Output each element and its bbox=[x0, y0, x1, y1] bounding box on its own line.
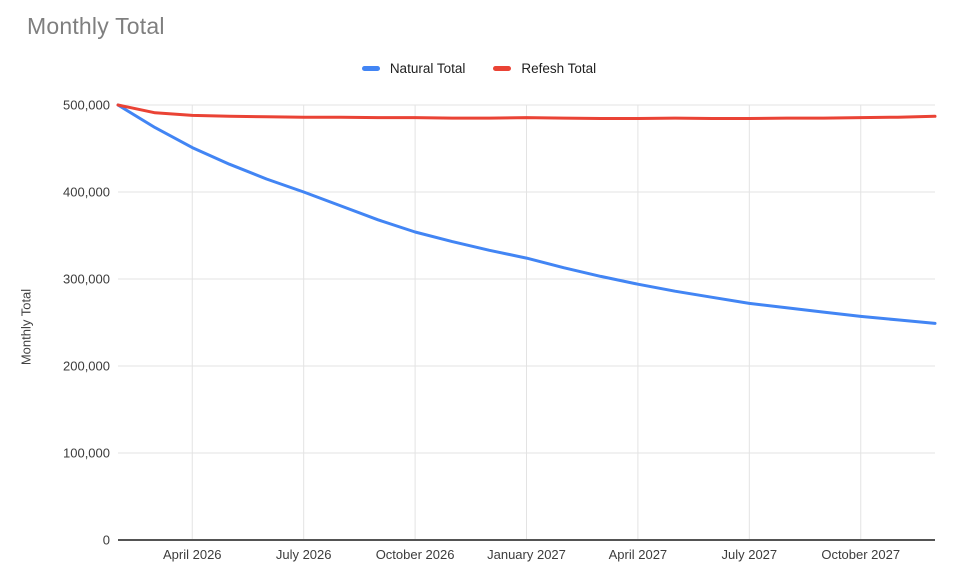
x-tick-label: April 2027 bbox=[609, 547, 668, 562]
x-tick-label: July 2026 bbox=[276, 547, 332, 562]
legend-label-refesh-total: Refesh Total bbox=[521, 61, 597, 76]
legend-item-refesh-total[interactable]: Refesh Total bbox=[493, 61, 596, 76]
y-tick-label: 200,000 bbox=[63, 359, 110, 374]
legend-item-natural-total[interactable]: Natural Total bbox=[361, 61, 466, 76]
y-tick-label: 100,000 bbox=[63, 446, 110, 461]
x-tick-label: July 2027 bbox=[721, 547, 777, 562]
x-tick-label: April 2026 bbox=[163, 547, 222, 562]
chart-title: Monthly Total bbox=[27, 13, 165, 39]
legend: Natural Total Refesh Total bbox=[0, 61, 958, 76]
legend-label-natural-total: Natural Total bbox=[389, 61, 466, 76]
y-tick-label: 400,000 bbox=[63, 185, 110, 200]
y-tick-label: 0 bbox=[103, 533, 110, 548]
y-tick-label: 300,000 bbox=[63, 272, 110, 287]
series-line-refesh-total bbox=[116, 103, 937, 120]
x-tick-label: October 2027 bbox=[821, 547, 900, 562]
x-tick-label: October 2026 bbox=[376, 547, 455, 562]
y-tick-label: 500,000 bbox=[63, 98, 110, 113]
natural-total-swatch-icon bbox=[361, 66, 380, 71]
refesh-total-swatch-icon bbox=[493, 66, 512, 71]
series-line-natural-total bbox=[116, 103, 937, 325]
x-tick-label: January 2027 bbox=[487, 547, 566, 562]
